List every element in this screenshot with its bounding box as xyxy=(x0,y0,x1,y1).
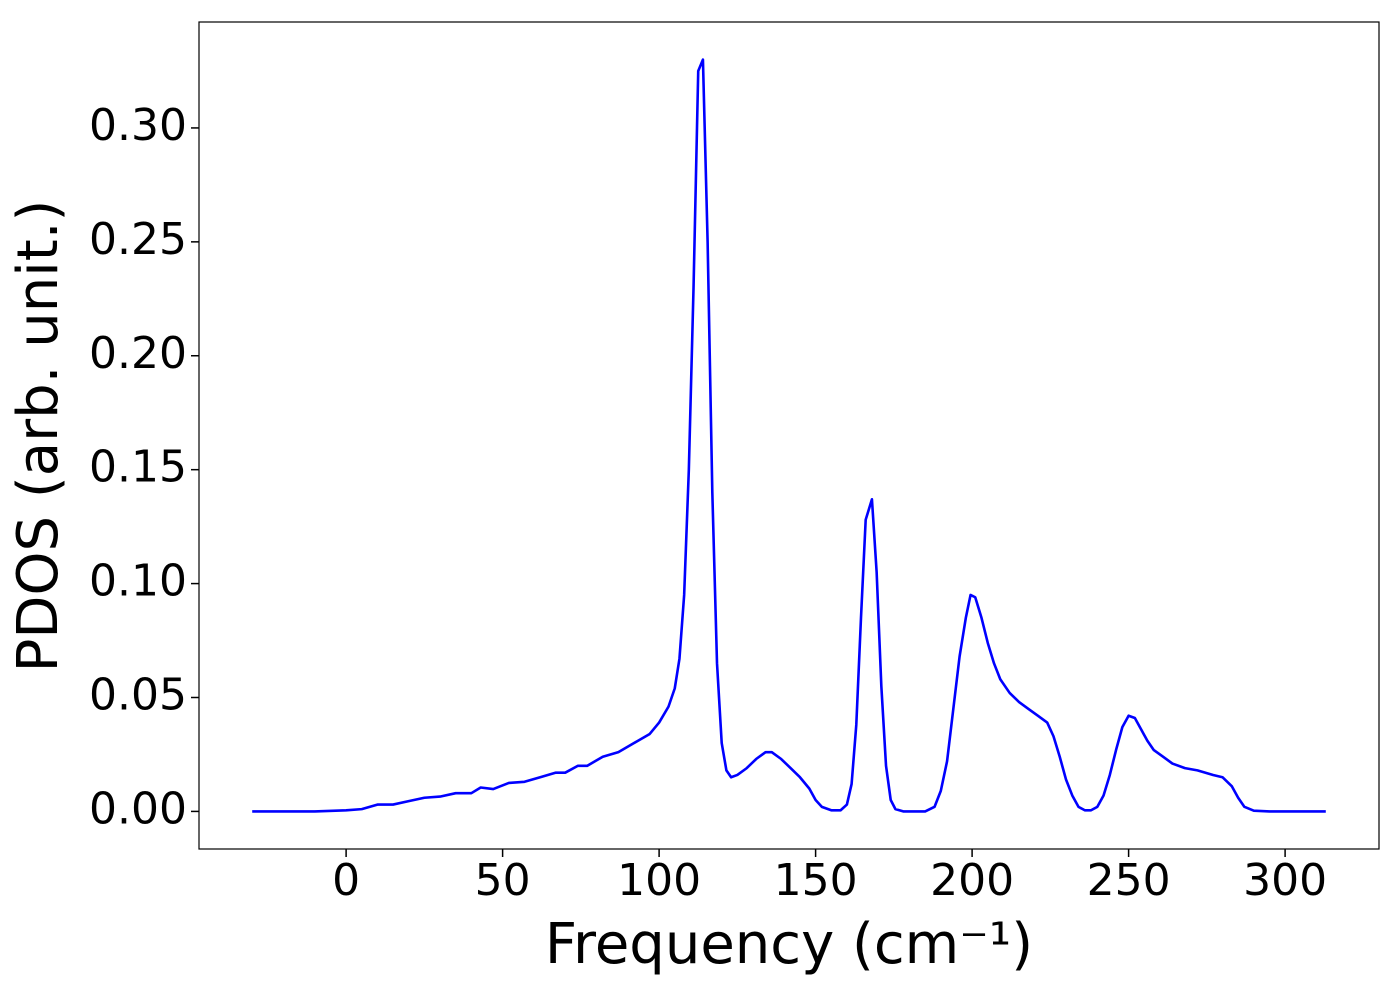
y-tick-label: 0.25 xyxy=(89,214,187,265)
x-tick-label: 100 xyxy=(617,855,701,906)
y-tick-label: 0.30 xyxy=(89,100,187,151)
data-line xyxy=(252,58,1326,813)
x-tick-label: 300 xyxy=(1243,855,1327,906)
y-tick-label: 0.05 xyxy=(89,669,187,720)
y-tick-label: 0.15 xyxy=(89,442,187,493)
x-tick-label: 150 xyxy=(774,855,858,906)
x-tick-label: 250 xyxy=(1087,855,1171,906)
x-tick-label: 0 xyxy=(332,855,360,906)
y-tick-label: 0.20 xyxy=(89,328,187,379)
y-tick-label: 0.10 xyxy=(89,556,187,607)
y-tick-label: 0.00 xyxy=(89,783,187,834)
x-axis-label: Frequency (cm⁻¹) xyxy=(545,912,1033,977)
x-tick-label: 200 xyxy=(930,855,1014,906)
y-axis-label: PDOS (arb. unit.) xyxy=(6,200,71,673)
x-tick-label: 50 xyxy=(475,855,531,906)
plot-frame xyxy=(198,21,1380,850)
